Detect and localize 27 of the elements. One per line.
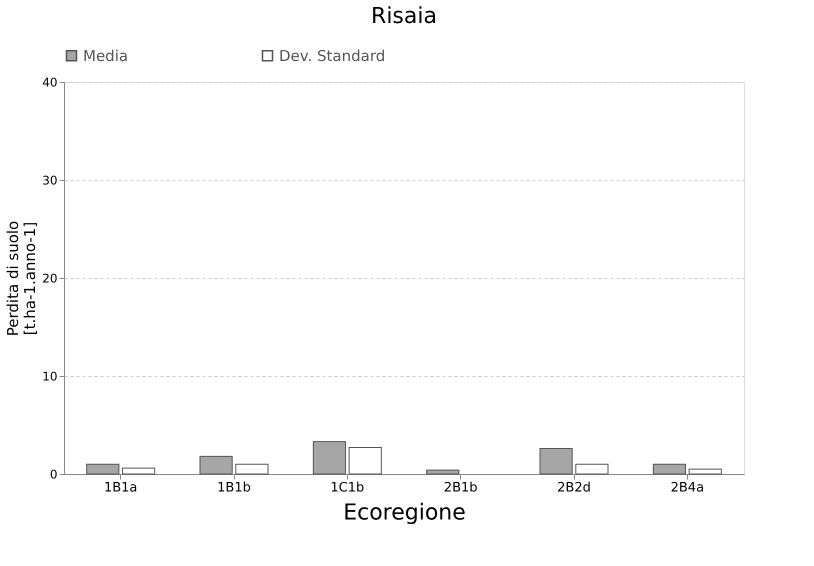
x-tick-label: 1C1b (330, 480, 364, 496)
bar (122, 468, 156, 474)
x-tick-label: 2B1b (444, 480, 478, 496)
legend-label: Media (83, 46, 128, 65)
chart-title: Risaia (371, 4, 437, 29)
y-tick-label: 0 (50, 468, 58, 482)
x-tick-label: 1B1b (217, 480, 251, 496)
bar (652, 464, 686, 474)
bar (426, 470, 460, 474)
bar (312, 441, 346, 474)
legend-label: Dev. Standard (279, 46, 386, 65)
x-axis-title: Ecoregione (343, 500, 466, 526)
y-tick-label: 20 (42, 272, 58, 286)
x-tick-label: 1B1a (104, 480, 138, 496)
y-tick-label: 10 (42, 370, 58, 384)
bar (200, 456, 233, 474)
bar (688, 468, 722, 474)
bar (348, 447, 382, 474)
y-tick-label: 30 (42, 174, 58, 188)
y-axis-title: Perdita di suolo [t.ha-1.anno-1] (4, 220, 40, 336)
bar (575, 464, 608, 474)
x-tick-label: 2B4a (670, 480, 704, 496)
bar (235, 464, 268, 474)
y-tick-label: 40 (42, 76, 58, 90)
bar (540, 448, 573, 474)
bar (86, 464, 120, 474)
x-tick-label: 2B2d (557, 480, 591, 496)
